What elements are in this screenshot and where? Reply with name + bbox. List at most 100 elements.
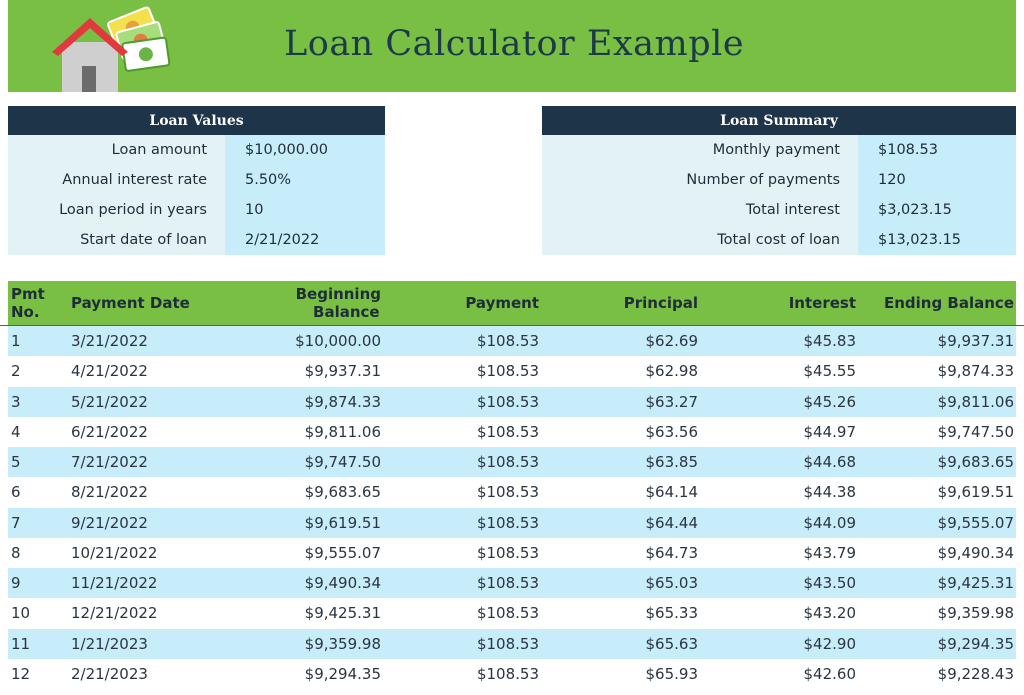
ending-balance-cell: $9,874.33: [937, 362, 1014, 381]
ending-balance-cell: $9,811.06: [937, 392, 1014, 411]
number-of-payments-value: 120: [858, 165, 1016, 195]
beginning-balance-cell: $9,555.07: [304, 543, 381, 562]
header-pmt-no: Pmt No.: [11, 285, 45, 321]
payment-date-cell: 1/21/2023: [71, 634, 148, 653]
header-principal: Principal: [623, 294, 698, 312]
principal-cell: $62.69: [645, 332, 699, 350]
pmt-no-cell: 7: [11, 513, 21, 532]
principal-cell: $65.63: [645, 634, 699, 653]
payment-cell: $108.53: [476, 513, 539, 532]
header-beginning-balance-line2: Balance: [313, 303, 380, 321]
beginning-balance-cell: $10,000.00: [295, 332, 381, 350]
principal-cell: $63.85: [645, 453, 699, 471]
payment-date-cell: 10/21/2022: [71, 543, 158, 562]
interest-cell: $44.68: [803, 453, 857, 471]
payment-cell: $108.53: [476, 332, 539, 350]
table-row: 1 3/21/2022 $10,000.00 $108.53 $62.69 $45.83 $…: [8, 326, 1016, 357]
ending-balance-cell: $9,683.65: [937, 453, 1014, 471]
payment-date-cell: 12/21/2022: [71, 604, 158, 623]
beginning-balance-cell: $9,811.06: [304, 422, 381, 441]
header-divider: [0, 325, 1024, 326]
table-row: 11 1/21/2023 $9,359.98 $108.53 $65.63 $42.90 $…: [8, 628, 1016, 659]
pmt-no-cell: 9: [11, 574, 21, 592]
loan-period-input[interactable]: 10: [225, 195, 385, 225]
monthly-payment-value: $108.53: [858, 135, 1016, 165]
ending-balance-cell: $9,937.31: [937, 332, 1014, 350]
beginning-balance-cell: $9,683.65: [304, 483, 381, 502]
start-date-input[interactable]: 2/21/2022: [225, 225, 385, 255]
payment-cell: $108.53: [476, 634, 539, 653]
loan-amount-label: Loan amount: [8, 135, 225, 165]
principal-cell: $65.93: [645, 664, 699, 683]
total-interest-value: $3,023.15: [858, 195, 1016, 225]
pmt-no-cell: 10: [11, 604, 31, 623]
header-beginning-balance: Beginning Balance: [296, 285, 381, 321]
table-row: 9 11/21/2022 $9,490.34 $108.53 $65.03 $43.50 $…: [8, 568, 1016, 599]
total-interest-row: Total interest $3,023.15: [542, 195, 1016, 225]
payment-date-cell: 11/21/2022: [71, 574, 158, 592]
interest-cell: $44.97: [803, 422, 857, 441]
house-with-money-icon: [52, 6, 171, 92]
loan-amount-input[interactable]: $10,000.00: [225, 135, 385, 165]
beginning-balance-cell: $9,425.31: [304, 604, 381, 623]
beginning-balance-cell: $9,490.34: [304, 574, 381, 592]
principal-cell: $64.73: [645, 543, 699, 562]
payment-cell: $108.53: [476, 422, 539, 441]
table-row: 12 2/21/2023 $9,294.35 $108.53 $65.93 $42.60 $…: [8, 658, 1016, 689]
interest-cell: $43.50: [803, 574, 857, 592]
header-ending-balance: Ending Balance: [883, 294, 1014, 312]
loan-period-label: Loan period in years: [8, 195, 225, 225]
payment-cell: $108.53: [476, 543, 539, 562]
pmt-no-cell: 3: [11, 392, 21, 411]
header-beginning-balance-line1: Beginning: [295, 285, 381, 303]
interest-rate-input[interactable]: 5.50%: [225, 165, 385, 195]
payment-date-cell: 5/21/2022: [71, 392, 148, 411]
schedule-table-header: Pmt No. Payment Date Beginning Balance P…: [8, 281, 1016, 325]
table-row: 5 7/21/2022 $9,747.50 $108.53 $63.85 $44.68 $9…: [8, 447, 1016, 478]
start-date-label: Start date of loan: [8, 225, 225, 255]
loan-amount-row: Loan amount $10,000.00: [8, 135, 385, 165]
principal-cell: $63.56: [645, 422, 699, 441]
pmt-no-cell: 8: [11, 543, 21, 562]
interest-cell: $42.60: [803, 664, 857, 683]
beginning-balance-cell: $9,747.50: [304, 453, 381, 471]
interest-rate-row: Annual interest rate 5.50%: [8, 165, 385, 195]
title-banner: [8, 0, 1016, 92]
interest-rate-label: Annual interest rate: [8, 165, 225, 195]
payment-date-cell: 6/21/2022: [71, 422, 148, 441]
loan-values-heading: Loan Values: [8, 106, 385, 135]
pmt-no-cell: 5: [11, 453, 21, 471]
beginning-balance-cell: $9,619.51: [304, 513, 381, 532]
interest-cell: $44.38: [803, 483, 857, 502]
principal-cell: $63.27: [645, 392, 699, 411]
payment-cell: $108.53: [476, 574, 539, 592]
header-payment: Payment: [465, 294, 539, 312]
payment-date-cell: 2/21/2023: [71, 664, 148, 683]
payment-cell: $108.53: [476, 664, 539, 683]
number-of-payments-label: Number of payments: [542, 165, 858, 195]
header-pmt-no-line1: Pmt: [11, 285, 45, 303]
beginning-balance-cell: $9,937.31: [304, 362, 381, 381]
beginning-balance-cell: $9,874.33: [304, 392, 381, 411]
table-row: 7 9/21/2022 $9,619.51 $108.53 $64.44 $44.09 $9…: [8, 507, 1016, 538]
payment-date-cell: 7/21/2022: [71, 453, 148, 471]
table-row: 3 5/21/2022 $9,874.33 $108.53 $63.27 $45.26 $9…: [8, 386, 1016, 417]
payment-cell: $108.53: [476, 453, 539, 471]
schedule-table-body: 1 3/21/2022 $10,000.00 $108.53 $62.69 $45.83 $…: [8, 326, 1016, 689]
table-row: 4 6/21/2022 $9,811.06 $108.53 $63.56 $44.97 $9…: [8, 416, 1016, 447]
pmt-no-cell: 11: [11, 634, 31, 653]
total-cost-row: Total cost of loan $13,023.15: [542, 225, 1016, 255]
page-title: Loan Calculator Example: [284, 24, 745, 64]
interest-cell: $43.20: [803, 604, 857, 623]
pmt-no-cell: 2: [11, 362, 21, 381]
beginning-balance-cell: $9,359.98: [304, 634, 381, 653]
payment-date-cell: 9/21/2022: [71, 513, 148, 532]
payment-date-cell: 4/21/2022: [71, 362, 148, 381]
table-row: 10 12/21/2022 $9,425.31 $108.53 $65.33 $43.20…: [8, 598, 1016, 629]
principal-cell: $64.14: [645, 483, 699, 502]
principal-cell: $64.44: [645, 513, 699, 532]
monthly-payment-label: Monthly payment: [542, 135, 858, 165]
header-pmt-no-line2: No.: [11, 303, 40, 321]
total-interest-label: Total interest: [542, 195, 858, 225]
loan-period-row: Loan period in years 10: [8, 195, 385, 225]
